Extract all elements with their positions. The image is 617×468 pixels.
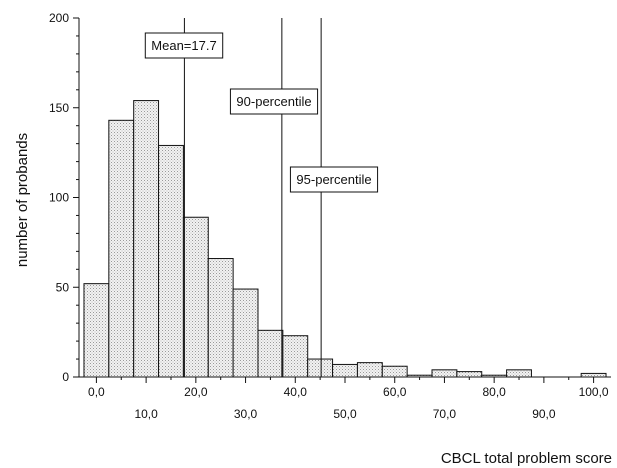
x-tick-label: 90,0 bbox=[532, 407, 556, 421]
reference-label: 90-percentile bbox=[236, 94, 311, 109]
reference-label: 95-percentile bbox=[296, 172, 371, 187]
y-tick-label: 200 bbox=[49, 11, 69, 25]
histogram-bar bbox=[356, 362, 383, 378]
bars bbox=[83, 100, 607, 378]
reference-label: Mean=17.7 bbox=[151, 38, 216, 53]
x-tick-label: 100,0 bbox=[579, 385, 609, 399]
x-tick-label: 20,0 bbox=[184, 385, 208, 399]
histogram-bar bbox=[506, 369, 532, 378]
histogram-bar bbox=[381, 365, 408, 378]
x-ticks: 0,0 10,0 20,0 30,0 40,0 50,0 60,0 70,0 80,0 90,0 1… bbox=[88, 377, 609, 421]
histogram-bar bbox=[431, 369, 458, 378]
x-tick-label: 40,0 bbox=[284, 385, 308, 399]
x-tick-label: 70,0 bbox=[433, 407, 457, 421]
histogram-bar bbox=[108, 119, 135, 378]
y-axis-title: number of probands bbox=[14, 133, 31, 267]
histogram-bar bbox=[182, 216, 209, 378]
histogram-bar bbox=[332, 363, 358, 378]
histogram-bar bbox=[158, 144, 184, 378]
reference-lines bbox=[183, 18, 322, 377]
reference-label-box bbox=[289, 166, 379, 193]
histogram-bar bbox=[232, 288, 259, 378]
histogram-bar bbox=[282, 335, 309, 378]
y-tick-label: 100 bbox=[49, 191, 69, 205]
histogram-bar bbox=[307, 358, 334, 378]
histogram-bar bbox=[257, 329, 284, 378]
reference-label-box bbox=[144, 32, 224, 59]
x-tick-label: 60,0 bbox=[383, 385, 407, 399]
y-ticks: 0 50 100 150 200 bbox=[49, 11, 79, 384]
x-tick-label: 30,0 bbox=[234, 407, 258, 421]
histogram-bar bbox=[456, 371, 483, 378]
y-tick-label: 0 bbox=[62, 370, 69, 384]
histogram-bar bbox=[580, 372, 607, 378]
reference-label-box bbox=[229, 88, 319, 115]
histogram-bar bbox=[133, 100, 160, 378]
histogram-bar bbox=[83, 283, 110, 378]
y-tick-label: 150 bbox=[49, 101, 69, 115]
reference-labels: Mean=17.7 90-percentile 95-percentile bbox=[144, 32, 379, 193]
x-tick-label: 10,0 bbox=[134, 407, 158, 421]
x-axis-title: CBCL total problem score bbox=[441, 450, 612, 467]
x-tick-label: 80,0 bbox=[482, 385, 506, 399]
x-tick-label: 50,0 bbox=[333, 407, 357, 421]
x-tick-label: 0,0 bbox=[88, 385, 105, 399]
histogram-bar bbox=[207, 258, 234, 378]
y-tick-label: 50 bbox=[56, 280, 70, 294]
